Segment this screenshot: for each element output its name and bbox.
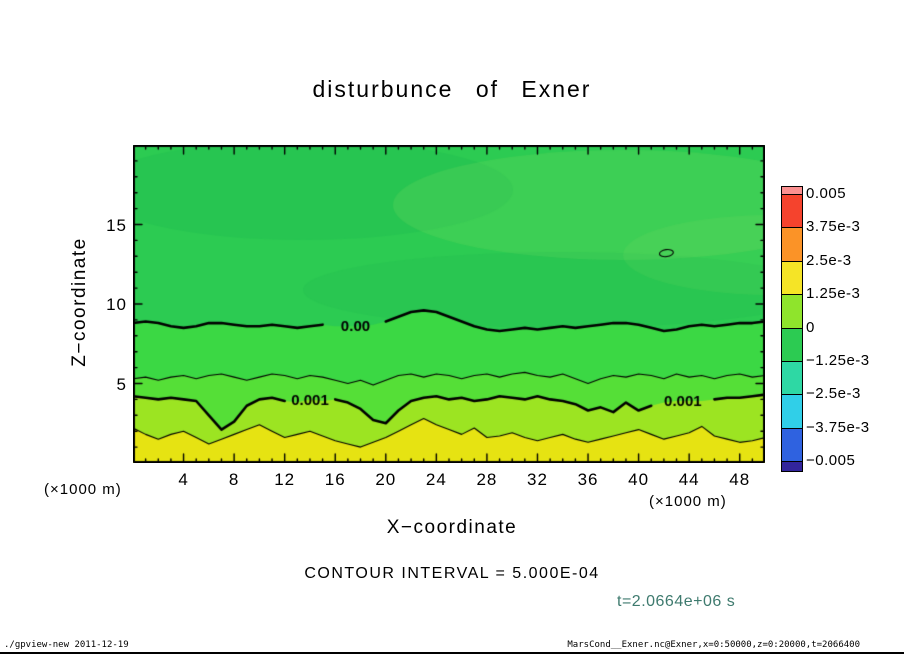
- contour-plot-canvas: [133, 145, 765, 463]
- contour-interval-note: CONTOUR INTERVAL = 5.000E-04: [304, 565, 600, 582]
- x-tick-label: 32: [527, 470, 548, 489]
- colorbar-band: [782, 294, 802, 328]
- z-tick-label: 5: [116, 374, 127, 394]
- x-axis-label: X−coordinate: [386, 517, 518, 538]
- colorbar-tick-label: −3.75e-3: [806, 418, 870, 436]
- colorbar-band: [782, 227, 802, 261]
- colorbar-tick-label: 3.75e-3: [806, 218, 861, 236]
- colorbar-band: [782, 427, 802, 461]
- x-tick-label: 40: [628, 470, 650, 489]
- z-tick-label: 10: [106, 295, 127, 314]
- colorbar-tick-label: −0.005: [806, 452, 856, 469]
- colorbar-band: [782, 194, 802, 228]
- page-title: disturbunce of Exner: [312, 76, 592, 102]
- colorbar-tick-label: 2.5e-3: [806, 251, 852, 269]
- x-tick-label: 44: [678, 470, 700, 489]
- x-tick-label: 36: [577, 470, 599, 489]
- colorbar-tick-label: −2.5e-3: [806, 385, 861, 403]
- colorbar-band: [782, 327, 802, 361]
- colorbar-tick-label: 1.25e-3: [806, 285, 861, 303]
- colorbar-band: [782, 360, 802, 395]
- x-tick-label: 48: [729, 470, 751, 489]
- x-tick-label: 20: [375, 470, 397, 489]
- colorbar-band: [782, 187, 802, 194]
- x-unit-right: (×1000 m): [649, 493, 727, 510]
- x-tick-label: 12: [274, 470, 296, 489]
- time-annotation: t=2.0664e+06 s: [617, 593, 736, 610]
- x-tick-label: 28: [476, 470, 498, 489]
- colorbar-tick-label: 0: [806, 318, 815, 336]
- footer-program-stamp: ./gpview-new 2011-12-19: [4, 640, 129, 650]
- x-tick-label: 4: [178, 470, 189, 489]
- colorbar-tick-label: −1.25e-3: [806, 351, 870, 369]
- footer-rule: [0, 652, 904, 654]
- colorbar-band: [782, 394, 802, 428]
- x-unit-left: (×1000 m): [44, 481, 122, 498]
- colorbar-tick-label: 0.005: [806, 185, 847, 202]
- colorbar: [781, 186, 803, 472]
- footer-source-stamp: MarsCond__Exner.nc@Exner,x=0:50000,z=0:2…: [567, 640, 860, 650]
- x-tick-label: 16: [324, 470, 346, 489]
- x-tick-label: 24: [425, 470, 447, 489]
- x-tick-label: 8: [228, 470, 240, 489]
- z-tick-label: 15: [106, 215, 127, 235]
- colorbar-band: [782, 461, 802, 471]
- colorbar-band: [782, 260, 802, 295]
